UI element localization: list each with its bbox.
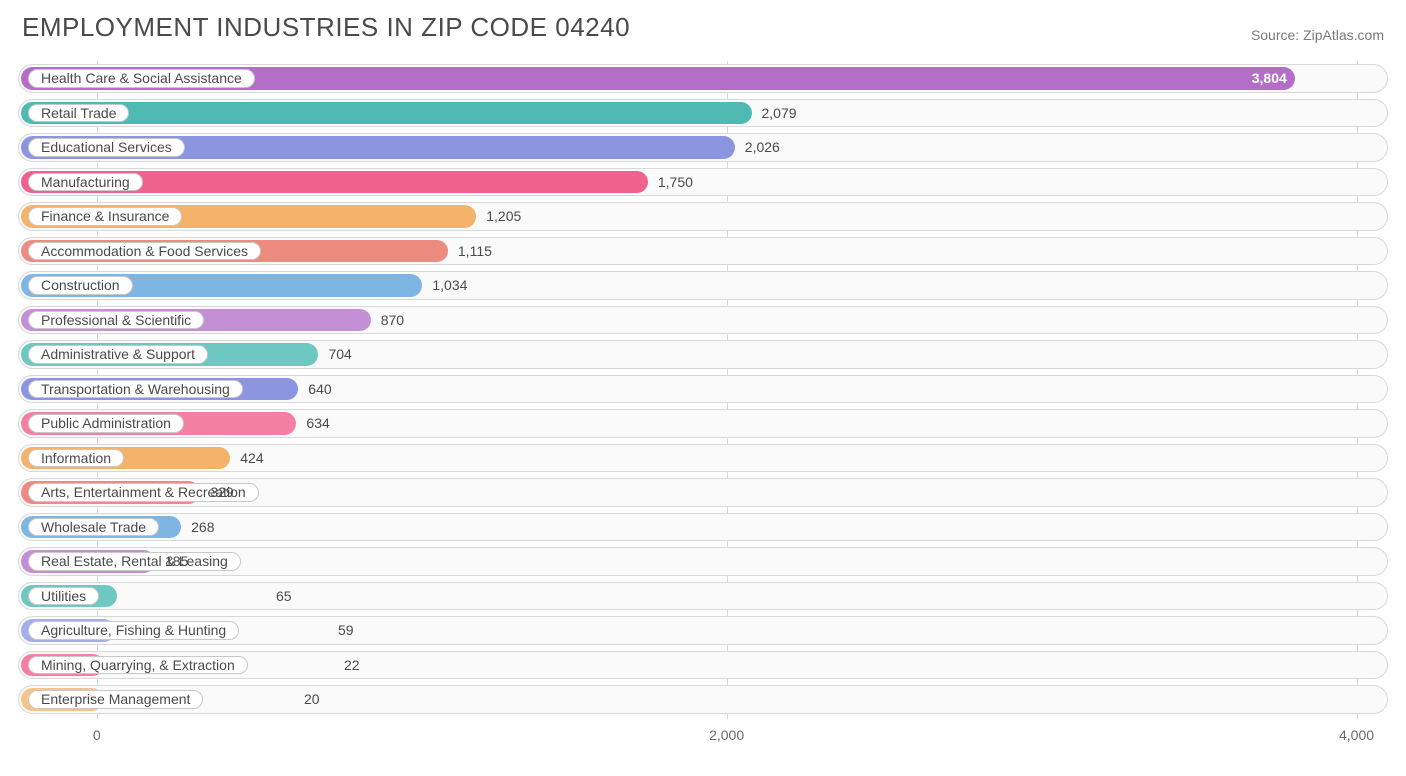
chart-header: EMPLOYMENT INDUSTRIES IN ZIP CODE 04240 … xyxy=(18,12,1388,43)
bar-row: Transportation & Warehousing 640 xyxy=(18,372,1388,407)
value-label: 704 xyxy=(318,337,351,372)
bar-row: Professional & Scientific 870 xyxy=(18,303,1388,338)
axis-tick-label: 4,000 xyxy=(1339,727,1374,743)
value-label: 3,804 xyxy=(1252,61,1287,96)
chart-plot: Health Care & Social Assistance3,804Reta… xyxy=(18,61,1388,719)
value-label: 2,079 xyxy=(752,96,797,131)
value-label: 329 xyxy=(200,475,233,510)
category-pill: Agriculture, Fishing & Hunting xyxy=(28,621,239,640)
bar-row: Manufacturing 1,750 xyxy=(18,165,1388,200)
category-pill: Public Administration xyxy=(28,414,184,433)
chart-title: EMPLOYMENT INDUSTRIES IN ZIP CODE 04240 xyxy=(22,12,630,43)
bar-row: Construction 1,034 xyxy=(18,268,1388,303)
value-label: 1,750 xyxy=(648,165,693,200)
bar-row: Information 424 xyxy=(18,441,1388,476)
value-label: 20 xyxy=(294,682,320,717)
category-pill: Mining, Quarrying, & Extraction xyxy=(28,656,248,675)
category-pill: Information xyxy=(28,449,124,468)
bar-row: Mining, Quarrying, & Extraction 22 xyxy=(18,648,1388,683)
category-pill: Retail Trade xyxy=(28,104,129,123)
bar-row: Health Care & Social Assistance 3,804 xyxy=(18,61,1388,96)
value-label: 268 xyxy=(181,510,214,545)
bar-row: Retail Trade 2,079 xyxy=(18,96,1388,131)
bar-row: Public Administration 634 xyxy=(18,406,1388,441)
bar-row: Finance & Insurance 1,205 xyxy=(18,199,1388,234)
axis-tick-label: 2,000 xyxy=(709,727,744,743)
bar-row: Administrative & Support 704 xyxy=(18,337,1388,372)
category-pill: Administrative & Support xyxy=(28,345,208,364)
category-pill: Accommodation & Food Services xyxy=(28,242,261,261)
value-label: 1,205 xyxy=(476,199,521,234)
category-pill: Wholesale Trade xyxy=(28,518,159,537)
value-label: 185 xyxy=(155,544,188,579)
value-label: 1,034 xyxy=(422,268,467,303)
value-label: 634 xyxy=(296,406,329,441)
bar-row: Arts, Entertainment & Recreation329 xyxy=(18,475,1388,510)
value-label: 59 xyxy=(328,613,354,648)
bar-row: Enterprise Management 20 xyxy=(18,682,1388,717)
axis-tick-label: 0 xyxy=(93,727,101,743)
category-pill: Transportation & Warehousing xyxy=(28,380,243,399)
bar-track xyxy=(18,513,1388,542)
value-label: 22 xyxy=(334,648,360,683)
bar-track xyxy=(18,685,1388,714)
chart-source: Source: ZipAtlas.com xyxy=(1251,27,1384,43)
category-pill: Finance & Insurance xyxy=(28,207,182,226)
bar-row: Wholesale Trade 268 xyxy=(18,510,1388,545)
bar-row: Utilities 65 xyxy=(18,579,1388,614)
bar-row: Agriculture, Fishing & Hunting 59 xyxy=(18,613,1388,648)
bar-track xyxy=(18,582,1388,611)
bar-row: Accommodation & Food Services 1,115 xyxy=(18,234,1388,269)
category-pill: Construction xyxy=(28,276,133,295)
category-pill: Utilities xyxy=(28,587,99,606)
category-pill: Professional & Scientific xyxy=(28,311,204,330)
value-label: 65 xyxy=(266,579,292,614)
category-pill: Educational Services xyxy=(28,138,185,157)
value-label: 870 xyxy=(371,303,404,338)
value-label: 424 xyxy=(230,441,263,476)
category-pill: Health Care & Social Assistance xyxy=(28,69,255,88)
bar-row: Real Estate, Rental & Leasing185 xyxy=(18,544,1388,579)
value-label: 2,026 xyxy=(735,130,780,165)
value-label: 1,115 xyxy=(448,234,492,269)
chart-area: Health Care & Social Assistance3,804Reta… xyxy=(18,61,1388,751)
category-pill: Enterprise Management xyxy=(28,690,203,709)
x-axis: 0 2,000 4,000 xyxy=(18,723,1388,751)
bar-rows: Health Care & Social Assistance3,804Reta… xyxy=(18,61,1388,717)
category-pill: Manufacturing xyxy=(28,173,143,192)
value-label: 640 xyxy=(298,372,331,407)
bar-fill xyxy=(21,102,752,125)
bar-row: Educational Services 2,026 xyxy=(18,130,1388,165)
category-pill: Real Estate, Rental & Leasing xyxy=(28,552,241,571)
